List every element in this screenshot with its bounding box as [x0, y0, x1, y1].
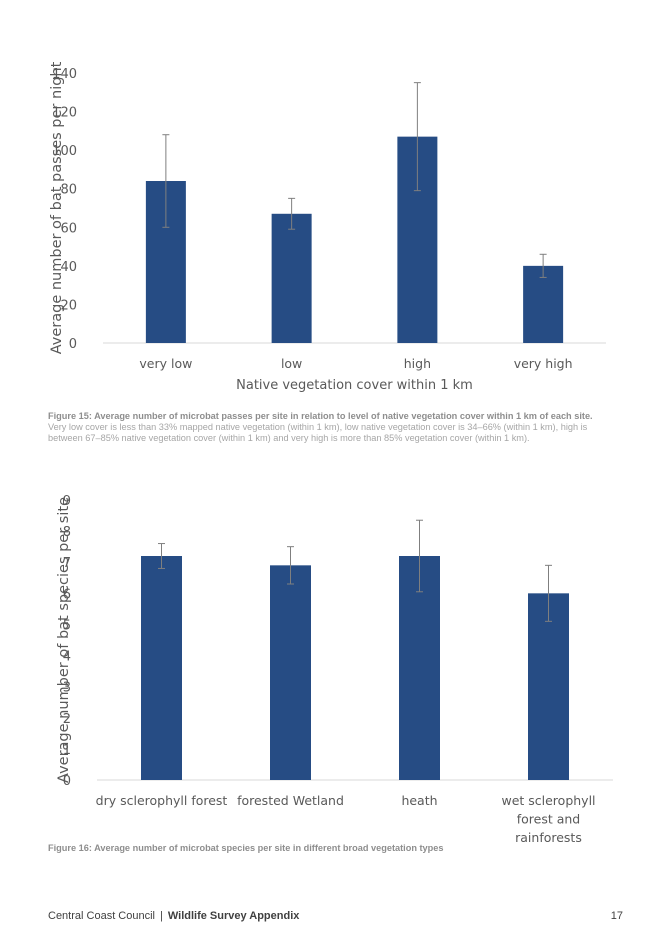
chart2-y-tick-label: 4 [63, 650, 71, 665]
footer-organisation: Central Coast Council [48, 910, 155, 922]
chart-bat-passes: 0 20 40 60 80 100 120 140 very low low high very hi… [49, 61, 606, 393]
chart1-bar [271, 213, 312, 343]
chart1-y-tick-label: 60 [60, 221, 77, 236]
chart1-y-tick-label: 40 [60, 260, 77, 275]
chart2-error-bar [416, 519, 423, 593]
footer-separator: | [160, 910, 163, 922]
chart1-y-tick-label: 140 [52, 67, 77, 82]
chart2-y-tick-label: 2 [63, 712, 71, 727]
chart2-error-bar [545, 564, 552, 622]
chart2-category-label: heath [401, 793, 437, 808]
chart1-y-axis-title: Average number of bat passes per night [49, 61, 65, 354]
chart1-category-label: low [281, 356, 302, 371]
chart2-y-tick-label: 9 [63, 494, 71, 509]
footer-document-title: Wildlife Survey Appendix [167, 910, 300, 922]
chart1-category-label: high [404, 356, 431, 371]
chart2-bar [141, 556, 182, 780]
page-number: 17 [610, 910, 623, 922]
chart2-error-bar [287, 546, 294, 585]
chart1-y-tick-label: 120 [52, 106, 77, 121]
chart1-x-axis-title: Native vegetation cover within 1 km [236, 378, 473, 393]
chart2-error-bar [158, 543, 165, 569]
chart2-bar [270, 565, 311, 780]
chart2-y-tick-label: 3 [63, 681, 71, 696]
chart2-y-tick-label: 0 [63, 774, 71, 789]
chart1-bar [523, 265, 564, 343]
figure-16-caption-text: Figure 16: Average number of microbat sp… [48, 843, 444, 853]
chart1-category-label: very high [514, 356, 573, 371]
chart2-category-label: forest and [517, 812, 581, 827]
chart2-y-axis-title: Average number of bat species per site [56, 497, 72, 783]
figure-15-caption-body: Very low cover is less than 33% mapped n… [48, 422, 588, 444]
figure-15-caption: Figure 15: Average number of microbat pa… [48, 411, 608, 445]
figure-16-caption: Figure 16: Average number of microbat sp… [48, 843, 608, 854]
chart2-category-label: dry sclerophyll forest [96, 793, 228, 808]
page-footer: Central Coast Council | Wildlife Survey Ap… [48, 910, 623, 922]
figure-15-caption-lead: Figure 15: Average number of microbat pa… [48, 411, 593, 421]
chart1-y-tick-label: 100 [52, 144, 77, 159]
chart2-category-label: rainforests [515, 830, 582, 845]
chart1-y-tick-label: 80 [60, 183, 77, 198]
chart2-y-tick-label: 6 [63, 587, 71, 602]
chart2-category-label: wet sclerophyll [501, 793, 595, 808]
chart1-error-bar [413, 82, 421, 192]
chart1-y-tick-label: 0 [69, 337, 77, 352]
chart1-category-label: very low [139, 356, 192, 371]
chart1-error-bar [539, 253, 547, 278]
chart2-y-tick-label: 7 [63, 556, 71, 571]
chart2-bar [399, 556, 440, 780]
chart1-error-bar [288, 197, 296, 230]
chart1-y-tick-label: 20 [60, 298, 77, 313]
chart2-y-tick-label: 1 [63, 743, 71, 758]
chart2-y-tick-label: 5 [63, 618, 71, 633]
chart2-bar [528, 593, 569, 780]
chart-bat-species: 0 1 2 3 4 5 6 7 8 9 dry sclerophyll forest forested… [56, 494, 613, 845]
chart1-error-bar [162, 134, 170, 228]
chart2-category-label: forested Wetland [237, 793, 344, 808]
chart2-y-tick-label: 8 [63, 525, 71, 540]
